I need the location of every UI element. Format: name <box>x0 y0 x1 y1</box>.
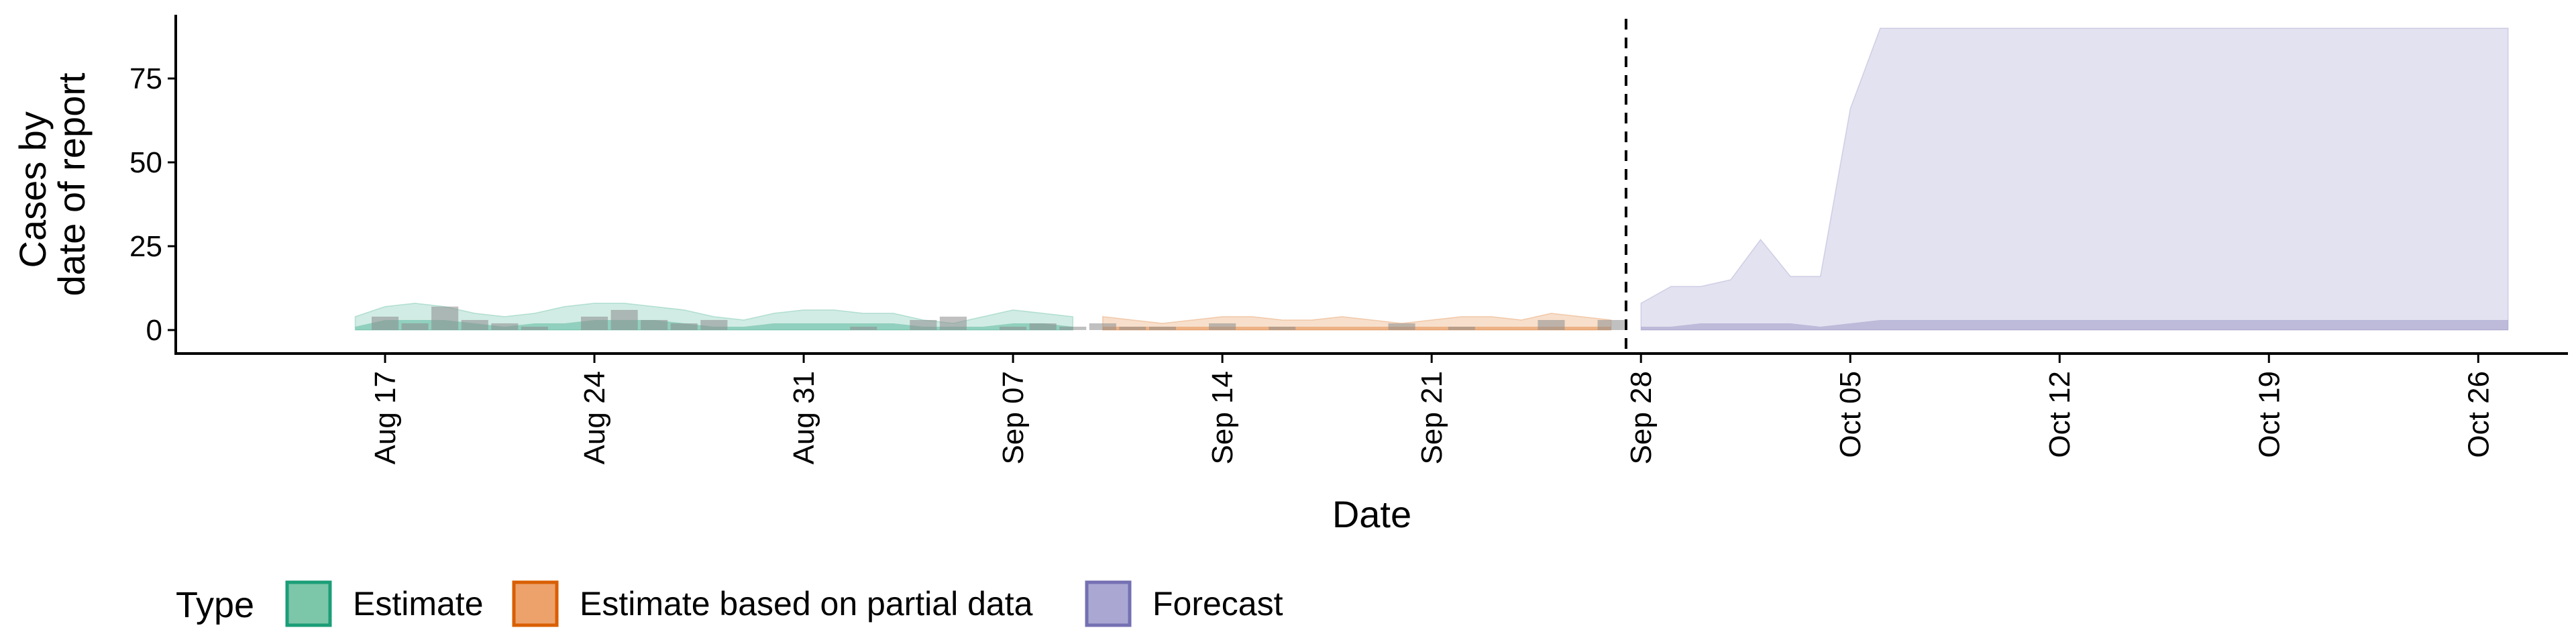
ribbon-50-forecast <box>1641 320 2508 330</box>
case-bar <box>910 320 937 330</box>
forecast-ribbons <box>354 28 2509 331</box>
x-tick-label: Sep 07 <box>997 371 1030 464</box>
x-tick-label: Sep 28 <box>1625 371 1658 464</box>
x-axis-title: Date <box>1332 493 1411 535</box>
case-bar <box>939 317 967 330</box>
case-bar <box>700 320 728 330</box>
legend-key-estimate <box>285 580 332 627</box>
case-bar <box>850 327 877 330</box>
x-tick-label: Oct 05 <box>1834 371 1867 458</box>
y-axis-title-line-2: date of report <box>50 72 93 297</box>
y-tick-label: 75 <box>129 62 162 95</box>
case-bar <box>1269 327 1296 330</box>
case-bar <box>1089 323 1116 330</box>
case-bar <box>610 310 638 330</box>
case-bar <box>431 307 459 330</box>
x-axis-ticks: Aug 17 Aug 24 Aug 31 Sep 07 Sep 14 Sep 21 Sep … <box>369 354 2495 464</box>
y-axis-title-line-1: Cases by <box>11 111 54 268</box>
case-bar <box>581 317 608 330</box>
legend-label-estimate-based-on-partial-data: Estimate based on partial data <box>580 585 1033 623</box>
x-tick-label: Oct 19 <box>2253 371 2286 458</box>
ribbon-90-forecast <box>1640 28 2509 331</box>
case-bar <box>1209 323 1236 330</box>
case-bar <box>1000 327 1027 330</box>
case-bar <box>1448 327 1475 330</box>
case-bar <box>521 327 548 330</box>
x-tick-label: Aug 17 <box>369 371 402 464</box>
y-axis-ticks: 0 25 50 75 <box>129 62 176 347</box>
case-bar <box>1388 323 1415 330</box>
x-tick-label: Aug 24 <box>578 371 611 464</box>
y-axis-title: Cases by date of report <box>11 72 93 297</box>
case-bar <box>372 317 399 330</box>
reported-case-bars <box>372 307 1625 330</box>
x-tick-label: Sep 21 <box>1415 371 1448 464</box>
case-bar <box>1538 320 1565 330</box>
x-tick-label: Oct 12 <box>2043 371 2076 458</box>
ribbon-50-estimate-based-on-partial-data <box>1102 327 1611 330</box>
case-bar <box>401 323 429 330</box>
y-tick-label: 50 <box>129 146 162 179</box>
x-tick-label: Aug 31 <box>788 371 820 464</box>
x-tick-label: Sep 14 <box>1206 371 1239 464</box>
y-tick-label: 25 <box>129 230 162 263</box>
case-bar <box>491 323 519 330</box>
case-bar <box>1148 327 1176 330</box>
case-bar <box>461 320 488 330</box>
case-bar <box>1119 327 1146 330</box>
legend-key-forecast <box>1085 580 1132 627</box>
case-bar <box>670 323 698 330</box>
case-bar <box>1029 323 1057 330</box>
legend-label-estimate: Estimate <box>353 585 484 623</box>
x-tick-label: Oct 26 <box>2462 371 2495 458</box>
legend-label-forecast: Forecast <box>1152 585 1283 623</box>
case-bar <box>1059 327 1087 330</box>
case-bar <box>1597 320 1625 330</box>
y-tick-label: 0 <box>146 314 162 347</box>
legend-key-estimate-based-on-partial-data <box>512 580 559 627</box>
axes <box>174 15 2568 355</box>
legend-title: Type <box>176 585 254 625</box>
case-bar <box>641 320 668 330</box>
legend: Type Estimate Estimate based on partial d… <box>176 580 1283 627</box>
